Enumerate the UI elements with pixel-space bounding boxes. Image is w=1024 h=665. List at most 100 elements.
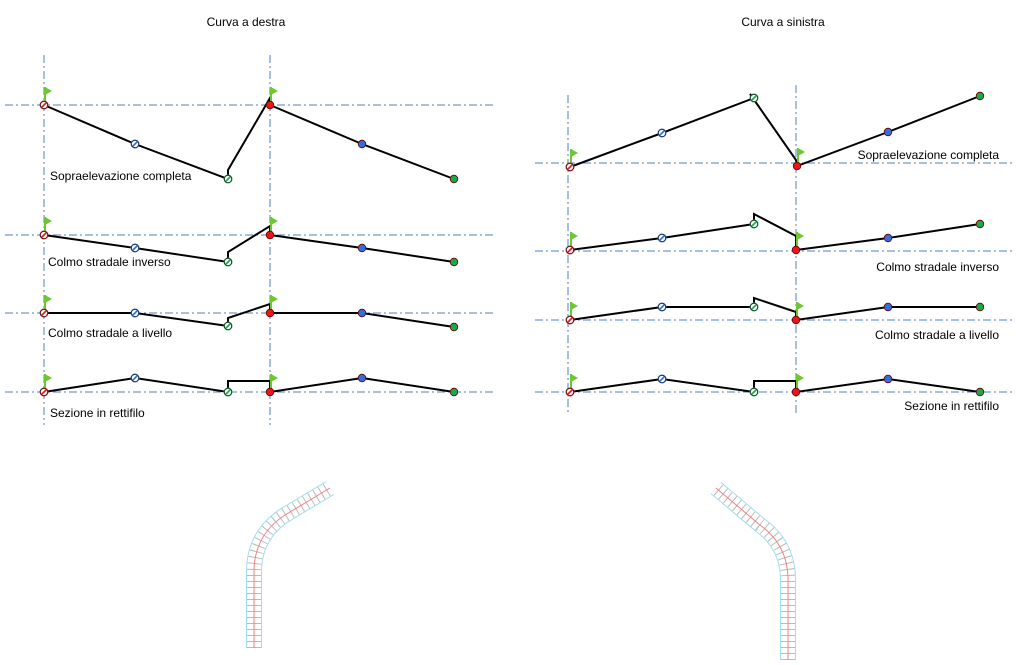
point-marker-icon bbox=[224, 322, 232, 330]
row-label: Colmo stradale a livello bbox=[48, 326, 172, 340]
point-marker-icon bbox=[883, 302, 893, 312]
point-marker-icon bbox=[449, 174, 459, 184]
point-marker-icon bbox=[566, 163, 574, 171]
point-marker-icon bbox=[40, 101, 48, 109]
point-marker-icon bbox=[224, 258, 232, 266]
point-marker-icon bbox=[39, 387, 49, 397]
point-marker-icon bbox=[749, 387, 759, 397]
point-marker-icon bbox=[750, 303, 758, 311]
flag-icon bbox=[571, 302, 578, 310]
row-label: Sezione in rettifilo bbox=[904, 399, 999, 413]
point-marker-icon bbox=[224, 175, 232, 183]
point-marker-icon bbox=[265, 100, 275, 110]
cross-section-profile bbox=[43, 224, 455, 264]
point-marker-icon bbox=[40, 388, 48, 396]
point-marker-icon bbox=[657, 302, 667, 312]
point-marker-icon bbox=[750, 94, 758, 102]
point-marker-icon bbox=[130, 308, 140, 318]
point-marker-icon bbox=[566, 316, 574, 324]
point-marker-icon bbox=[357, 308, 367, 318]
point-marker-icon bbox=[131, 374, 139, 382]
point-marker-icon bbox=[883, 374, 893, 384]
point-marker-icon bbox=[750, 220, 758, 228]
flag-icon bbox=[571, 149, 578, 157]
point-marker-icon bbox=[224, 388, 232, 396]
point-marker-icon bbox=[883, 233, 893, 243]
flag-icon bbox=[45, 87, 52, 95]
point-marker-icon bbox=[131, 309, 139, 317]
road-plan-right-curve bbox=[247, 481, 334, 648]
point-marker-icon bbox=[658, 234, 666, 242]
flag-icon bbox=[797, 302, 804, 310]
point-marker-icon bbox=[658, 303, 666, 311]
point-marker-icon bbox=[749, 302, 759, 312]
flag-icon bbox=[45, 295, 52, 303]
flag-icon bbox=[797, 374, 804, 382]
cross-section-profile bbox=[43, 94, 455, 181]
point-marker-icon bbox=[449, 257, 459, 267]
point-marker-icon bbox=[131, 140, 139, 148]
point-marker-icon bbox=[975, 387, 985, 397]
flag-icon bbox=[571, 232, 578, 240]
point-marker-icon bbox=[657, 233, 667, 243]
point-marker-icon bbox=[357, 139, 367, 149]
panel-title-left-curve: Curva a sinistra bbox=[741, 15, 825, 29]
flag-icon bbox=[798, 148, 805, 156]
flag-icon bbox=[271, 217, 278, 225]
point-marker-icon bbox=[565, 315, 575, 325]
point-marker-icon bbox=[749, 93, 759, 103]
point-marker-icon bbox=[657, 128, 667, 138]
road-plan-left-curve-centerline bbox=[715, 487, 789, 660]
point-marker-icon bbox=[265, 308, 275, 318]
point-marker-icon bbox=[223, 321, 233, 331]
row-label: Sezione in rettifilo bbox=[50, 406, 145, 420]
point-marker-icon bbox=[357, 373, 367, 383]
point-marker-icon bbox=[750, 388, 758, 396]
point-marker-icon bbox=[130, 243, 140, 253]
point-marker-icon bbox=[39, 230, 49, 240]
point-marker-icon bbox=[565, 387, 575, 397]
point-marker-icon bbox=[39, 308, 49, 318]
point-marker-icon bbox=[658, 375, 666, 383]
point-marker-icon bbox=[223, 174, 233, 184]
point-marker-icon bbox=[223, 387, 233, 397]
cross-section-profile bbox=[569, 93, 981, 168]
row-label: Colmo stradale inverso bbox=[876, 260, 999, 274]
point-marker-icon bbox=[749, 219, 759, 229]
point-marker-icon bbox=[130, 373, 140, 383]
flag-icon bbox=[571, 374, 578, 382]
row-label: Colmo stradale inverso bbox=[48, 255, 171, 269]
point-marker-icon bbox=[791, 387, 801, 397]
row-label: Sopraelevazione completa bbox=[50, 169, 192, 183]
cross-section-profile bbox=[44, 302, 455, 328]
cross-section-profile bbox=[569, 377, 981, 394]
row-label: Colmo stradale a livello bbox=[875, 328, 999, 342]
point-marker-icon bbox=[223, 257, 233, 267]
point-marker-icon bbox=[565, 162, 575, 172]
flag-icon bbox=[797, 232, 804, 240]
point-marker-icon bbox=[39, 100, 49, 110]
point-marker-icon bbox=[265, 387, 275, 397]
row-label: Sopraelevazione completa bbox=[858, 148, 1000, 162]
road-plan-left-curve bbox=[711, 482, 795, 660]
point-marker-icon bbox=[265, 230, 275, 240]
point-marker-icon bbox=[792, 161, 802, 171]
point-marker-icon bbox=[131, 244, 139, 252]
point-marker-icon bbox=[975, 91, 985, 101]
cross-section-profile bbox=[569, 212, 981, 252]
panel-title-right-curve: Curva a destra bbox=[207, 15, 286, 29]
point-marker-icon bbox=[449, 322, 459, 332]
point-marker-icon bbox=[130, 139, 140, 149]
point-marker-icon bbox=[40, 231, 48, 239]
flag-icon bbox=[271, 87, 278, 95]
point-marker-icon bbox=[357, 243, 367, 253]
point-marker-icon bbox=[566, 246, 574, 254]
point-marker-icon bbox=[975, 302, 985, 312]
flag-icon bbox=[45, 217, 52, 225]
flag-icon bbox=[271, 374, 278, 382]
point-marker-icon bbox=[791, 245, 801, 255]
cross-section-profile bbox=[569, 296, 980, 322]
point-marker-icon bbox=[657, 374, 667, 384]
road-plan-right-curve-centerline bbox=[253, 487, 331, 648]
